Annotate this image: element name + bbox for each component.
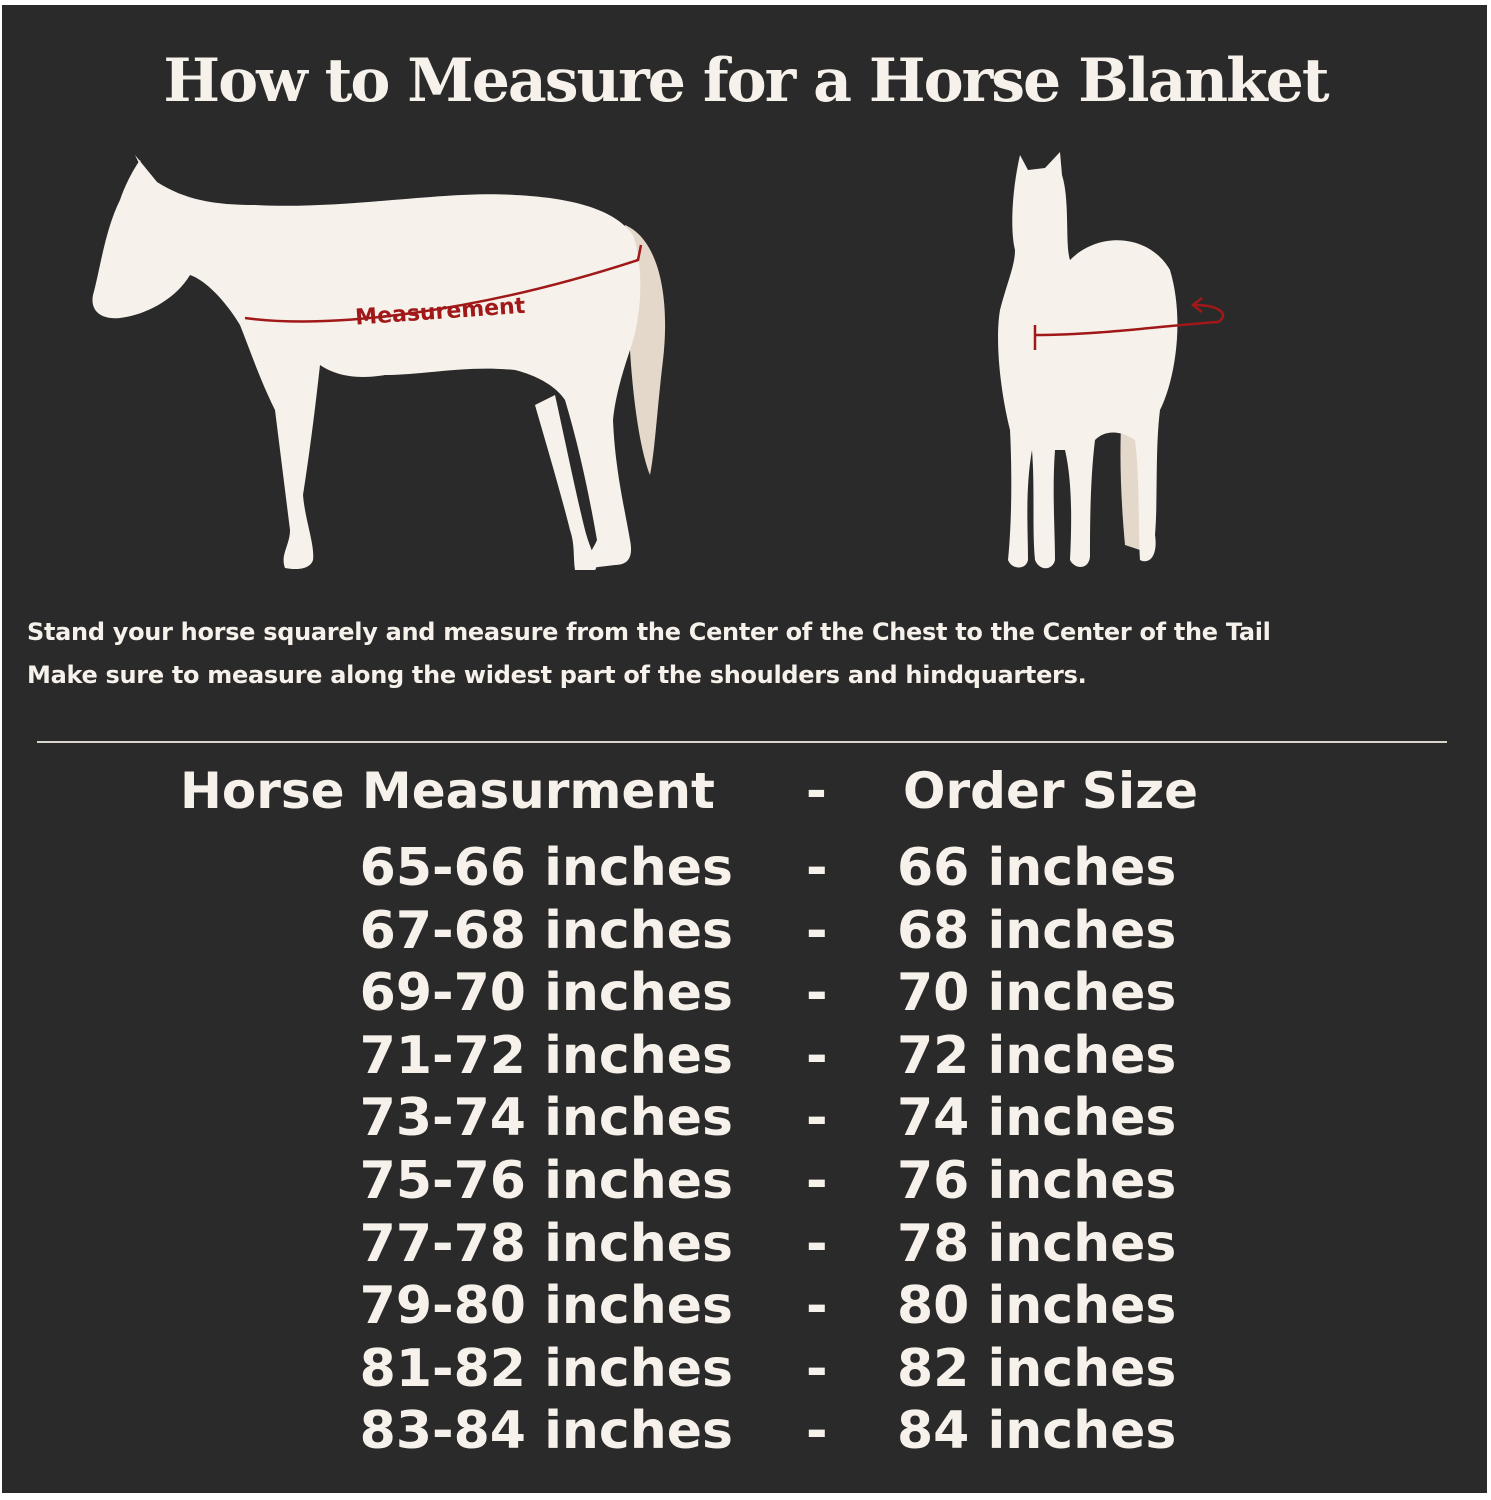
horse-side-view-illustration: Measurement: [92, 155, 666, 570]
header-order-size: Order Size: [903, 762, 1199, 820]
arrow-icon: [1033, 297, 1203, 350]
row-separator: -: [806, 1088, 828, 1149]
row-separator: -: [806, 900, 828, 961]
horse-side-body: [92, 155, 641, 570]
row-order-size: 72 inches: [897, 1025, 1177, 1086]
horse-near-leg: [535, 395, 597, 570]
horse-front-body: [998, 152, 1178, 569]
row-order-size: 82 inches: [897, 1338, 1177, 1399]
instruction-line-1: Stand your horse squarely and measure fr…: [27, 618, 1271, 646]
instruction-line-2: Make sure to measure along the widest pa…: [27, 661, 1087, 689]
row-measurement: 69-70 inches: [359, 963, 733, 1024]
row-separator: -: [806, 1025, 828, 1086]
row-measurement: 77-78 inches: [359, 1213, 733, 1274]
row-order-size: 70 inches: [897, 963, 1177, 1024]
row-measurement: 71-72 inches: [359, 1025, 733, 1086]
row-separator: -: [806, 1276, 828, 1337]
row-measurement: 73-74 inches: [359, 1088, 733, 1149]
page-title: How to Measure for a Horse Blanket: [163, 46, 1329, 116]
row-order-size: 66 inches: [897, 838, 1177, 898]
horse-front-view-illustration: [998, 152, 1225, 569]
header-separator: -: [806, 762, 827, 820]
girth-measurement-line: [1034, 303, 1225, 337]
row-order-size: 76 inches: [897, 1151, 1177, 1211]
measurement-line: [244, 244, 643, 323]
row-order-size: 68 inches: [897, 900, 1177, 961]
row-measurement: 75-76 inches: [359, 1151, 733, 1211]
row-order-size: 80 inches: [897, 1276, 1177, 1337]
divider: [37, 741, 1447, 743]
row-measurement: 67-68 inches: [359, 900, 733, 961]
row-separator: -: [806, 1401, 828, 1462]
row-separator: -: [806, 1151, 828, 1211]
row-separator: -: [806, 1338, 828, 1399]
row-measurement: 79-80 inches: [359, 1276, 733, 1337]
row-measurement: 81-82 inches: [359, 1338, 733, 1399]
row-order-size: 84 inches: [897, 1401, 1177, 1462]
row-measurement: 83-84 inches: [359, 1401, 733, 1462]
row-separator: -: [806, 963, 828, 1024]
row-separator: -: [806, 838, 828, 898]
row-measurement: 65-66 inches: [359, 838, 733, 898]
header-horse-measurement: Horse Measurment: [180, 762, 715, 820]
row-separator: -: [806, 1213, 828, 1274]
row-order-size: 74 inches: [897, 1088, 1177, 1149]
row-order-size: 78 inches: [897, 1213, 1177, 1274]
